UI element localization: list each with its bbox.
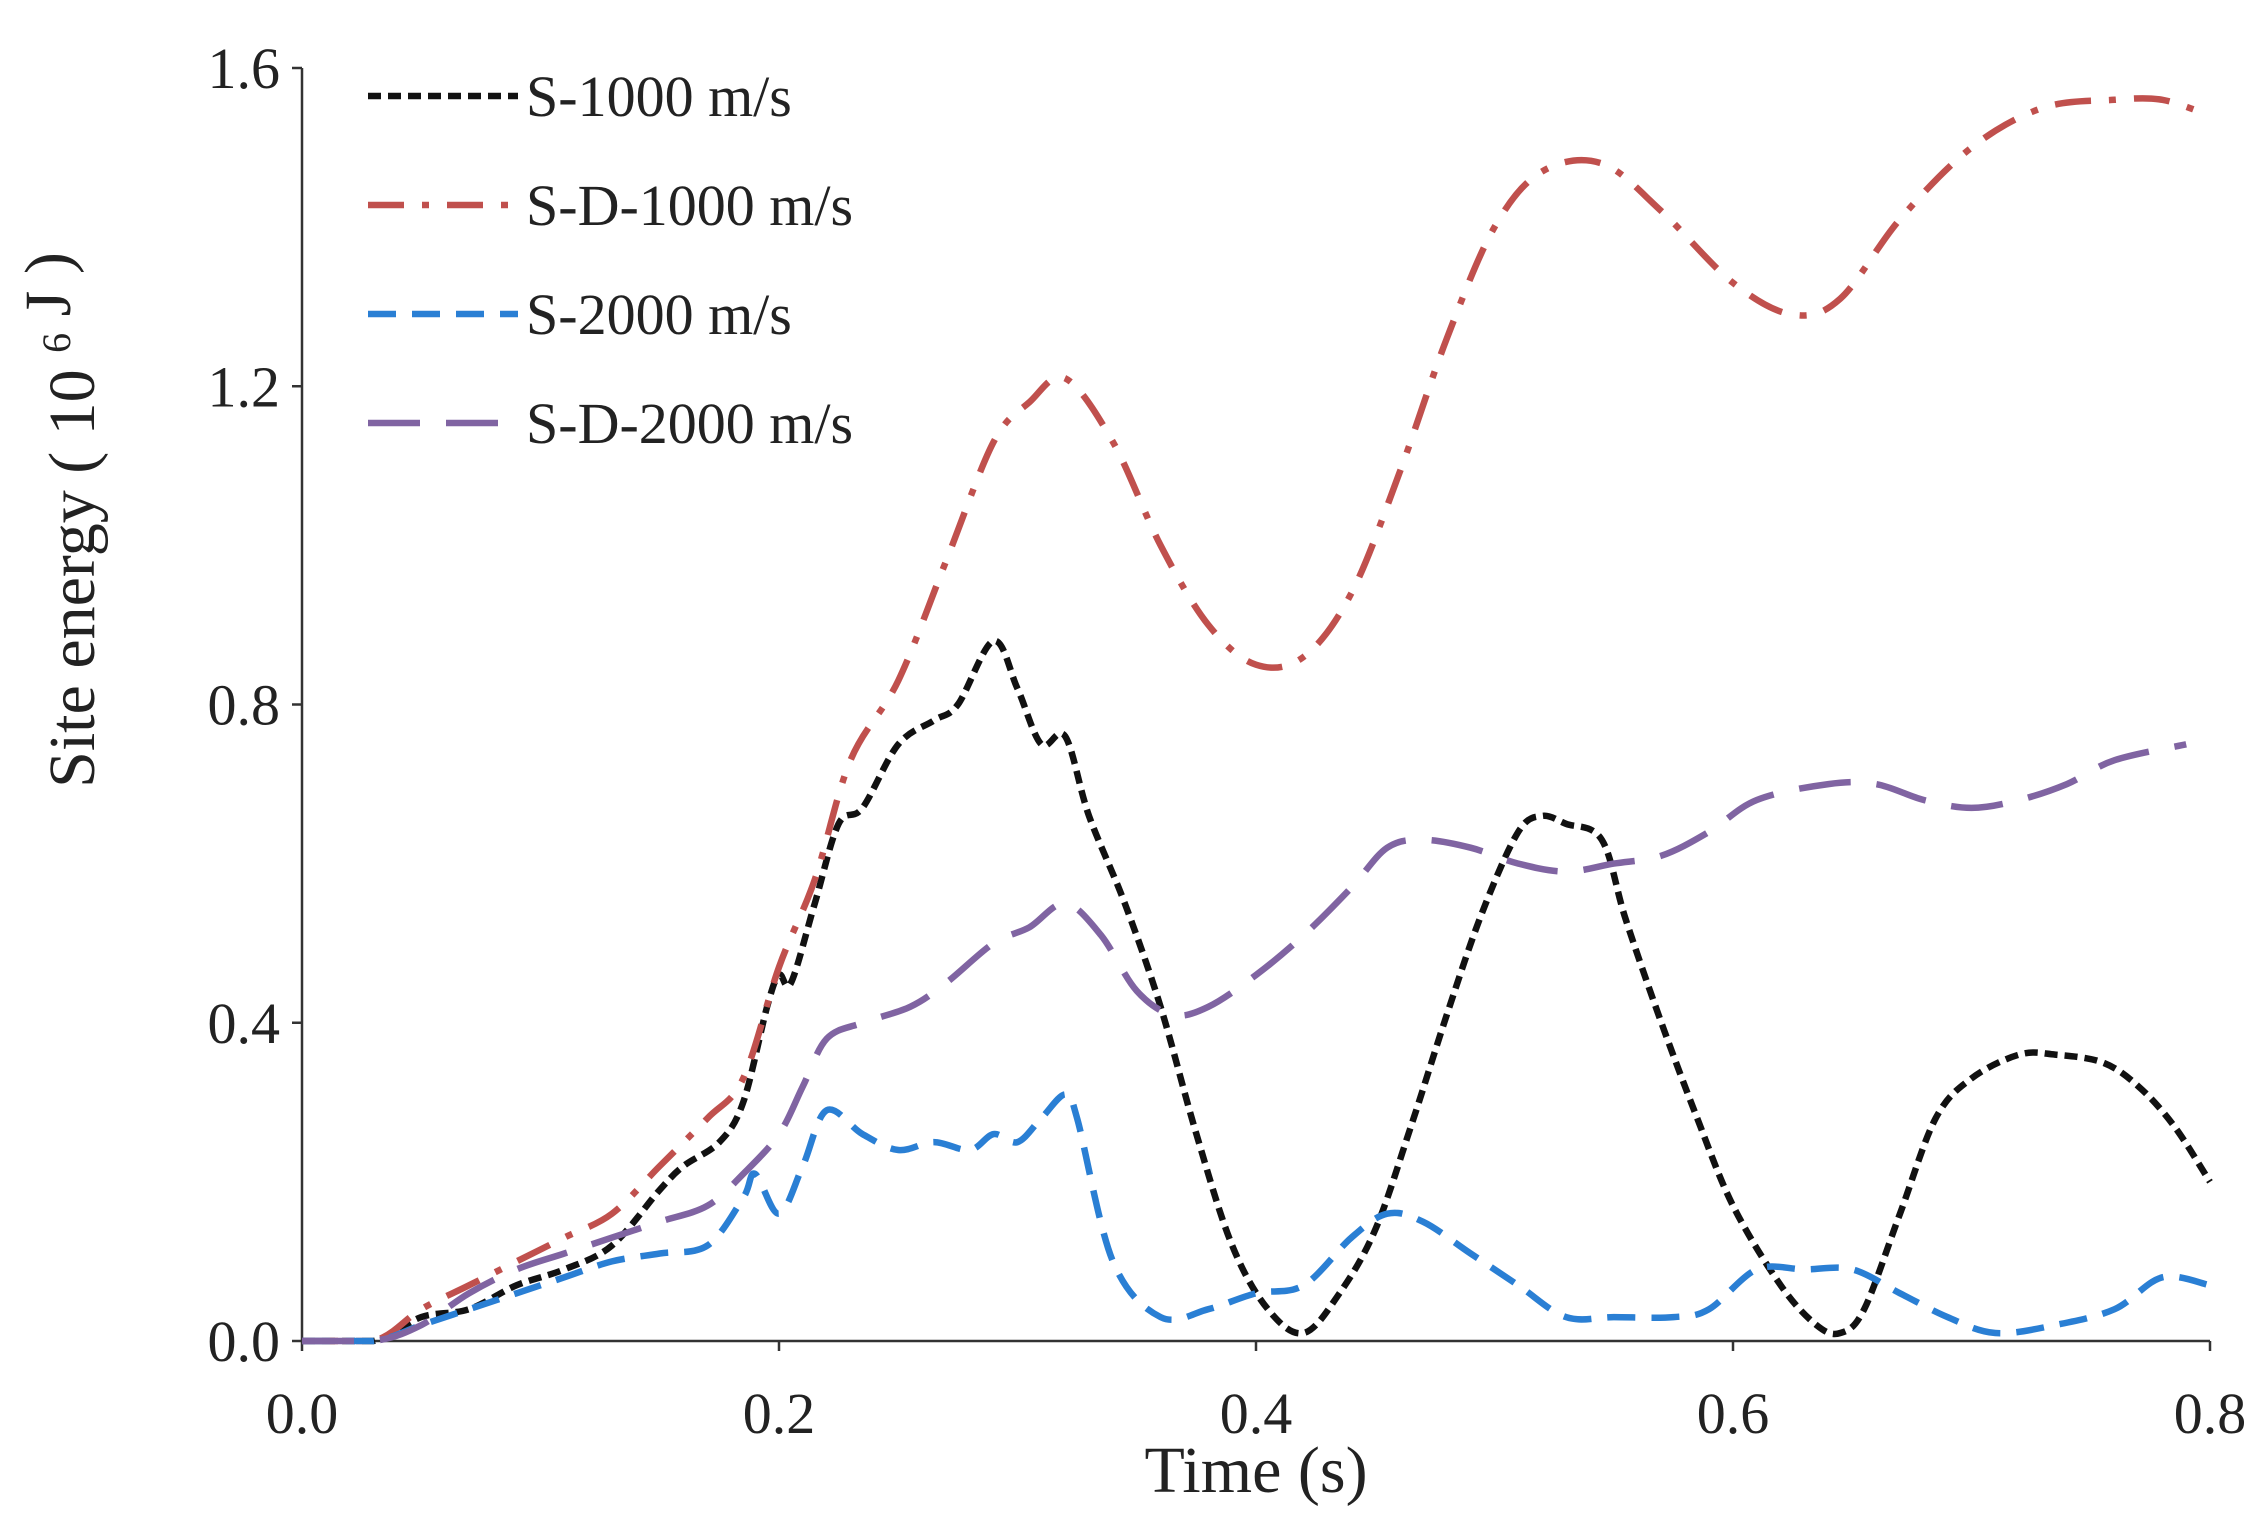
series-line-3 [301, 1090, 2211, 1345]
legend-item: S-D-1000 m/s [368, 173, 853, 238]
y-axis-unit-exponent: 6 [34, 333, 79, 353]
legend: S-1000 m/s S-D-1000 m/s S-2000 m/s S-D-2000… [368, 64, 853, 456]
y-axis-unit-base: 10 [36, 369, 109, 435]
x-tick-label: 0.2 [743, 1381, 816, 1446]
series-line-1 [301, 637, 2213, 1345]
x-tick-label: 0.0 [266, 1381, 339, 1446]
y-tick-label: 0.4 [208, 991, 281, 1056]
x-tick-label: 0.6 [1697, 1381, 1770, 1446]
y-tick-label: 1.2 [208, 354, 281, 419]
y-axis-ticks: 0.0 0.4 0.8 1.2 1.6 [208, 36, 302, 1374]
legend-label: S-1000 m/s [526, 64, 792, 129]
x-axis-title: Time (s) [1144, 1434, 1367, 1507]
legend-label: S-2000 m/s [526, 282, 792, 347]
x-axis-ticks: 0.0 0.2 0.4 0.6 0.8 [266, 1341, 2247, 1446]
legend-label: S-D-1000 m/s [526, 173, 853, 238]
legend-item: S-2000 m/s [368, 282, 792, 347]
series-lines [301, 95, 2213, 1345]
legend-label: S-D-2000 m/s [526, 391, 853, 456]
y-axis-title-text: Site energy [36, 490, 109, 788]
legend-item: S-D-2000 m/s [368, 391, 853, 456]
x-tick-label: 0.8 [2174, 1381, 2247, 1446]
plot-area: 0.0 0.4 0.8 1.2 1.6 0.0 0.2 0.4 0.6 0.8 [208, 36, 2247, 1446]
y-tick-label: 0.0 [208, 1309, 281, 1374]
series-line-2 [301, 95, 2212, 1345]
y-tick-label: 0.8 [208, 673, 281, 738]
series-line-4 [301, 741, 2187, 1345]
y-axis-unit-tail: J [12, 291, 85, 317]
y-tick-label: 1.6 [208, 36, 281, 101]
y-axis-title: Site energy ( 10 6 J ) [12, 252, 109, 788]
x-tick-label: 0.4 [1220, 1381, 1293, 1446]
legend-item: S-1000 m/s [368, 64, 792, 129]
